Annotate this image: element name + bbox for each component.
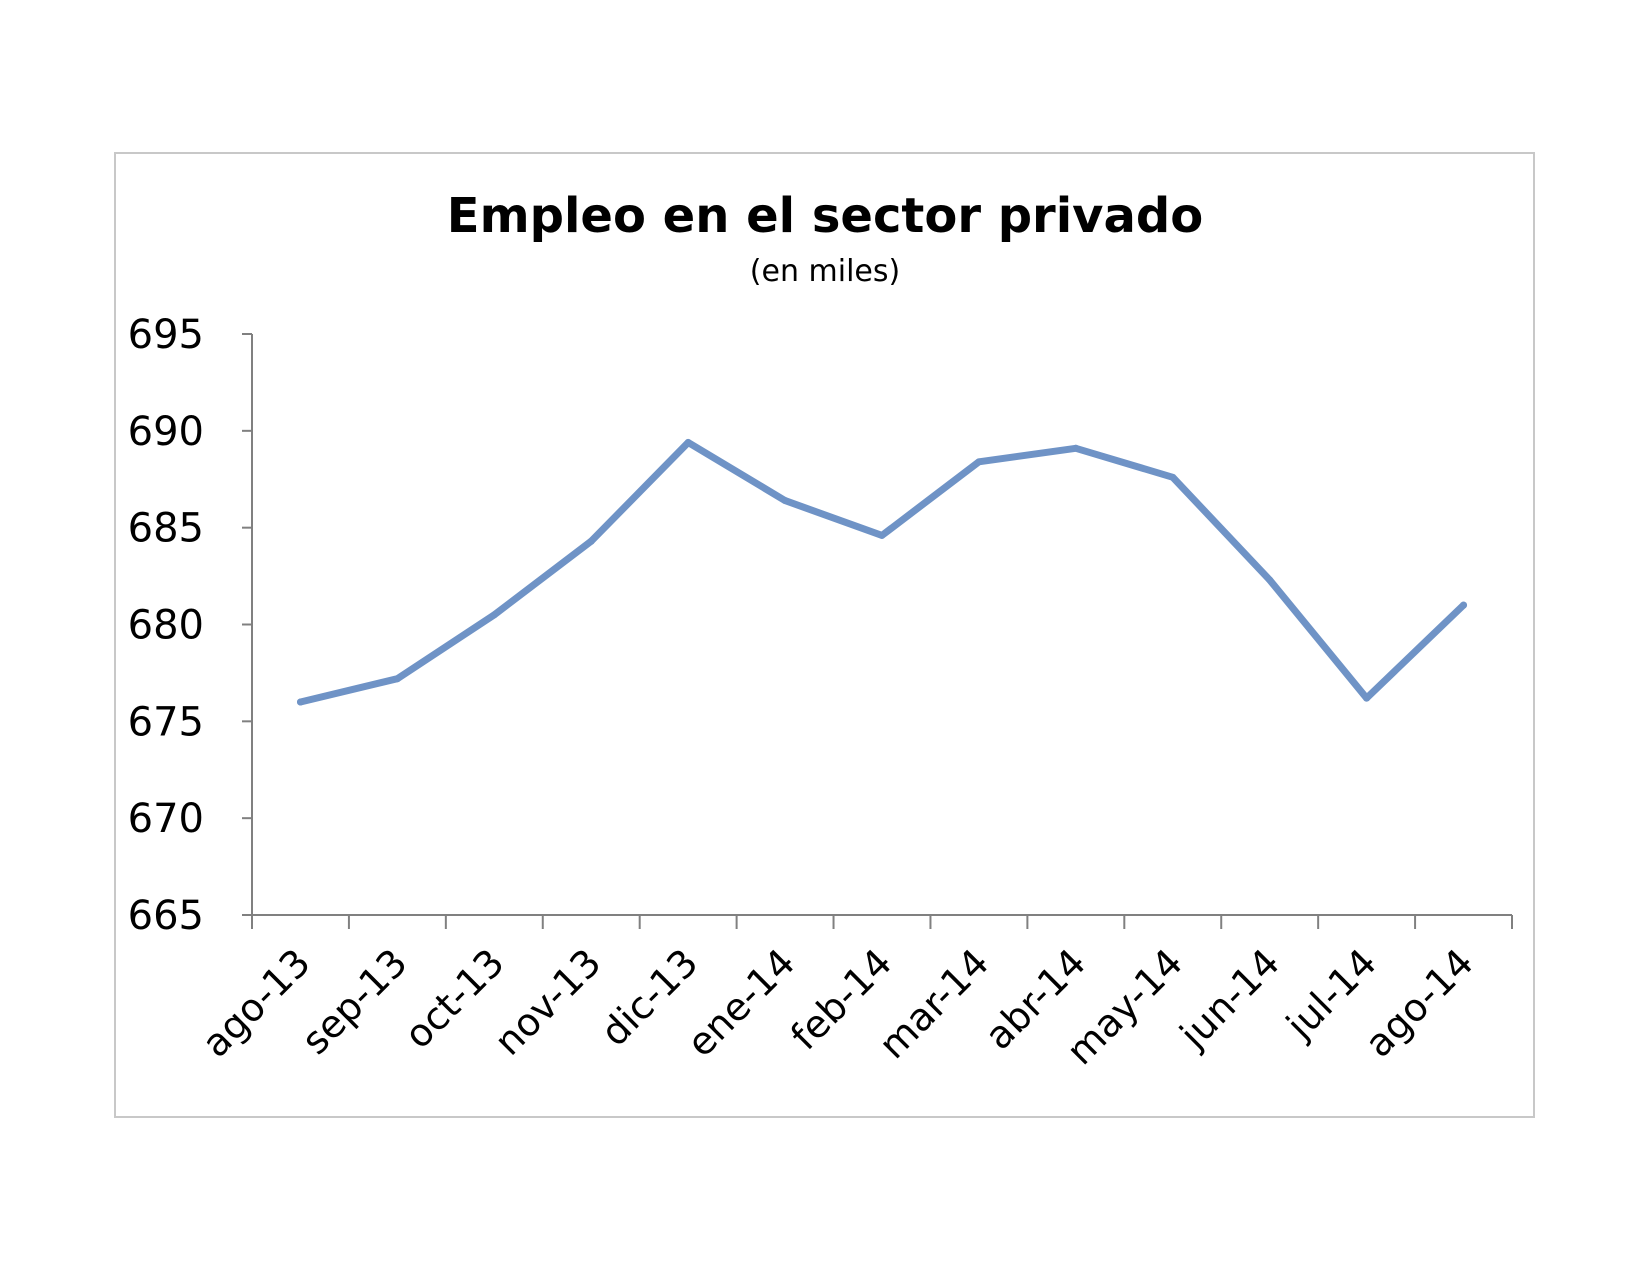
data-point [878,531,886,539]
data-point [1169,473,1177,481]
data-point [781,497,789,505]
x-tick-label: jun-14 [1171,940,1288,1057]
y-tick-label: 695 [128,312,204,358]
y-axis: 665 670 675 680 685 690 695 [128,312,253,939]
chart-subtitle: (en miles) [750,254,900,289]
x-tick-label: ago-13 [193,940,318,1065]
x-tick-label: sep-13 [293,940,416,1063]
data-point [1363,694,1371,702]
series-group [296,438,1468,706]
x-tick-label: ene-14 [678,940,803,1065]
x-tick-label: mar-14 [870,940,997,1067]
data-point [684,438,692,446]
y-tick-label: 675 [128,699,204,745]
data-point [1460,601,1468,609]
y-tick-label: 665 [128,893,204,939]
data-point [975,458,983,466]
data-point [587,537,595,545]
data-point [490,611,498,619]
data-point [393,675,401,683]
x-tick-label: nov-13 [486,940,610,1064]
y-tick-label: 670 [128,796,204,842]
data-point [1266,576,1274,584]
x-tick-label: ago-14 [1356,940,1481,1065]
y-tick-label: 680 [128,603,204,649]
data-point [1072,444,1080,452]
chart-title: Empleo en el sector privado [447,188,1203,244]
series-line [297,439,1467,706]
chart-frame [114,152,1535,1118]
y-tick-label: 690 [128,409,204,455]
data-point [296,698,304,706]
x-axis: ago-13sep-13oct-13nov-13dic-13ene-14feb-… [193,914,1513,1073]
y-tick-label: 685 [128,506,204,552]
